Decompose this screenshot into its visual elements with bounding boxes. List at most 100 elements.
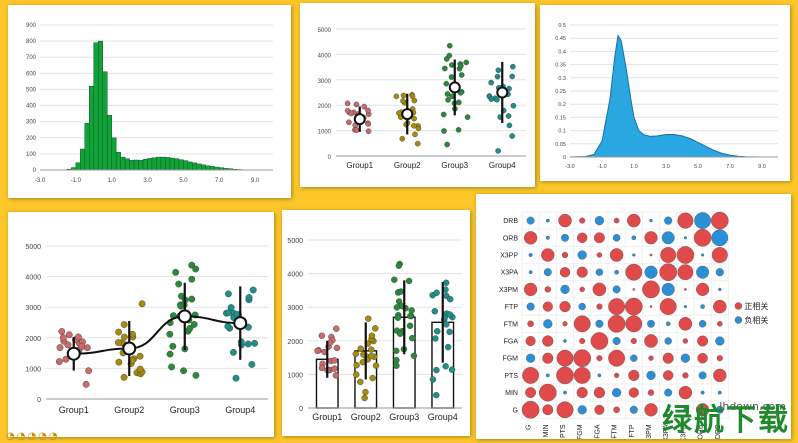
- data-point: [232, 374, 240, 382]
- data-point: [407, 312, 414, 320]
- data-point: [443, 321, 450, 328]
- data-point: [488, 96, 495, 102]
- y-tick-label: 5000: [25, 244, 41, 251]
- data-point: [494, 96, 500, 103]
- y-tick-label: 3000: [25, 305, 41, 312]
- correlation-bubble: [698, 371, 707, 380]
- y-tick-label: 0.25: [555, 89, 566, 95]
- data-point: [83, 344, 91, 352]
- correlation-bubble: [665, 321, 671, 327]
- correlation-bubble: [678, 317, 693, 331]
- correlation-bubble: [697, 352, 708, 364]
- histogram-bar: [106, 114, 112, 171]
- correlation-bubble: [630, 354, 638, 362]
- data-point: [463, 59, 470, 66]
- x-tick-label: Group4: [428, 412, 458, 422]
- data-point: [65, 331, 73, 339]
- data-point: [175, 280, 183, 288]
- data-point: [510, 102, 517, 109]
- data-point: [55, 358, 63, 366]
- correlation-bubble: [664, 216, 673, 225]
- column-label: ORB: [698, 424, 705, 439]
- data-point: [395, 262, 403, 269]
- correlation-bubble: [649, 253, 653, 257]
- column-label: X3PP: [680, 424, 687, 439]
- mean-marker: [122, 341, 137, 356]
- correlation-bubble: [612, 285, 621, 294]
- correlation-bubble: [678, 385, 693, 400]
- data-point: [431, 308, 439, 315]
- data-point: [353, 361, 360, 369]
- correlation-bubble: [612, 388, 622, 398]
- histogram-bar: [183, 160, 189, 171]
- data-point: [433, 366, 440, 374]
- y-tick-label: 0: [33, 168, 37, 174]
- correlation-bubble: [711, 211, 729, 230]
- histogram-bar: [205, 165, 211, 171]
- correlation-bubble: [627, 213, 641, 228]
- histogram-bar: [133, 159, 139, 171]
- data-point: [446, 52, 453, 59]
- correlation-bubble: [644, 265, 658, 279]
- y-tick-label: 4000: [318, 53, 332, 59]
- data-point: [368, 332, 376, 339]
- data-point: [448, 366, 456, 373]
- y-tick-label: 0: [37, 397, 41, 404]
- data-point: [136, 352, 144, 360]
- mean-marker: [401, 108, 414, 121]
- histogram-bar: [129, 160, 135, 171]
- legend-label: 正相关: [744, 301, 768, 311]
- histogram-bar: [80, 148, 86, 171]
- row-label: FGM: [502, 356, 518, 363]
- correlation-bubble: [562, 321, 568, 327]
- data-point: [393, 362, 400, 369]
- correlation-bubble: [661, 231, 675, 245]
- column-label: MIN: [543, 424, 550, 437]
- correlation-bubble: [630, 337, 637, 345]
- data-point: [433, 391, 440, 399]
- correlation-bubble: [613, 217, 620, 224]
- x-tick-label: 5.0: [694, 164, 702, 170]
- correlation-bubble: [556, 401, 574, 419]
- correlation-bubble: [523, 231, 538, 245]
- correlation-bubble: [597, 373, 602, 378]
- correlation-bubble: [680, 353, 691, 363]
- data-point: [509, 133, 515, 139]
- correlation-bubble: [662, 352, 674, 364]
- y-tick-label: 0.35: [555, 63, 566, 69]
- correlation-bubble: [561, 233, 569, 242]
- histogram-bar: [151, 157, 157, 171]
- x-tick-label: Group4: [225, 405, 255, 415]
- data-point: [393, 93, 400, 100]
- watermark-icons: ◔◔◔◔◔: [6, 431, 60, 442]
- correlation-bubble: [522, 367, 539, 384]
- data-point: [166, 350, 174, 358]
- data-point: [59, 334, 67, 342]
- correlation-bubble: [677, 212, 694, 229]
- data-point: [248, 361, 256, 368]
- y-tick-label: 0.1: [558, 129, 566, 135]
- correlation-bubble: [576, 232, 588, 244]
- correlation-bubble: [663, 370, 674, 381]
- correlation-bubble: [545, 235, 550, 240]
- correlation-bubble: [560, 284, 570, 294]
- correlation-bubble: [713, 368, 727, 383]
- histogram-bar: [75, 162, 81, 171]
- data-point: [495, 148, 501, 154]
- data-point: [333, 325, 340, 332]
- y-tick-label: 600: [26, 71, 37, 77]
- histogram-bar: [210, 166, 215, 171]
- data-point: [172, 268, 180, 276]
- correlation-bubble: [613, 406, 620, 414]
- data-point: [391, 276, 398, 283]
- correlation-bubble: [625, 315, 643, 333]
- x-tick-label: 9.0: [251, 178, 260, 184]
- correlation-bubble: [696, 282, 710, 296]
- data-point: [506, 122, 513, 129]
- correlation-bubble: [596, 303, 603, 310]
- histogram-bar: [111, 137, 117, 171]
- correlation-bubble: [664, 337, 672, 345]
- row-label: X3PA: [501, 270, 519, 277]
- data-point: [441, 65, 448, 72]
- histogram-bar: [147, 158, 153, 171]
